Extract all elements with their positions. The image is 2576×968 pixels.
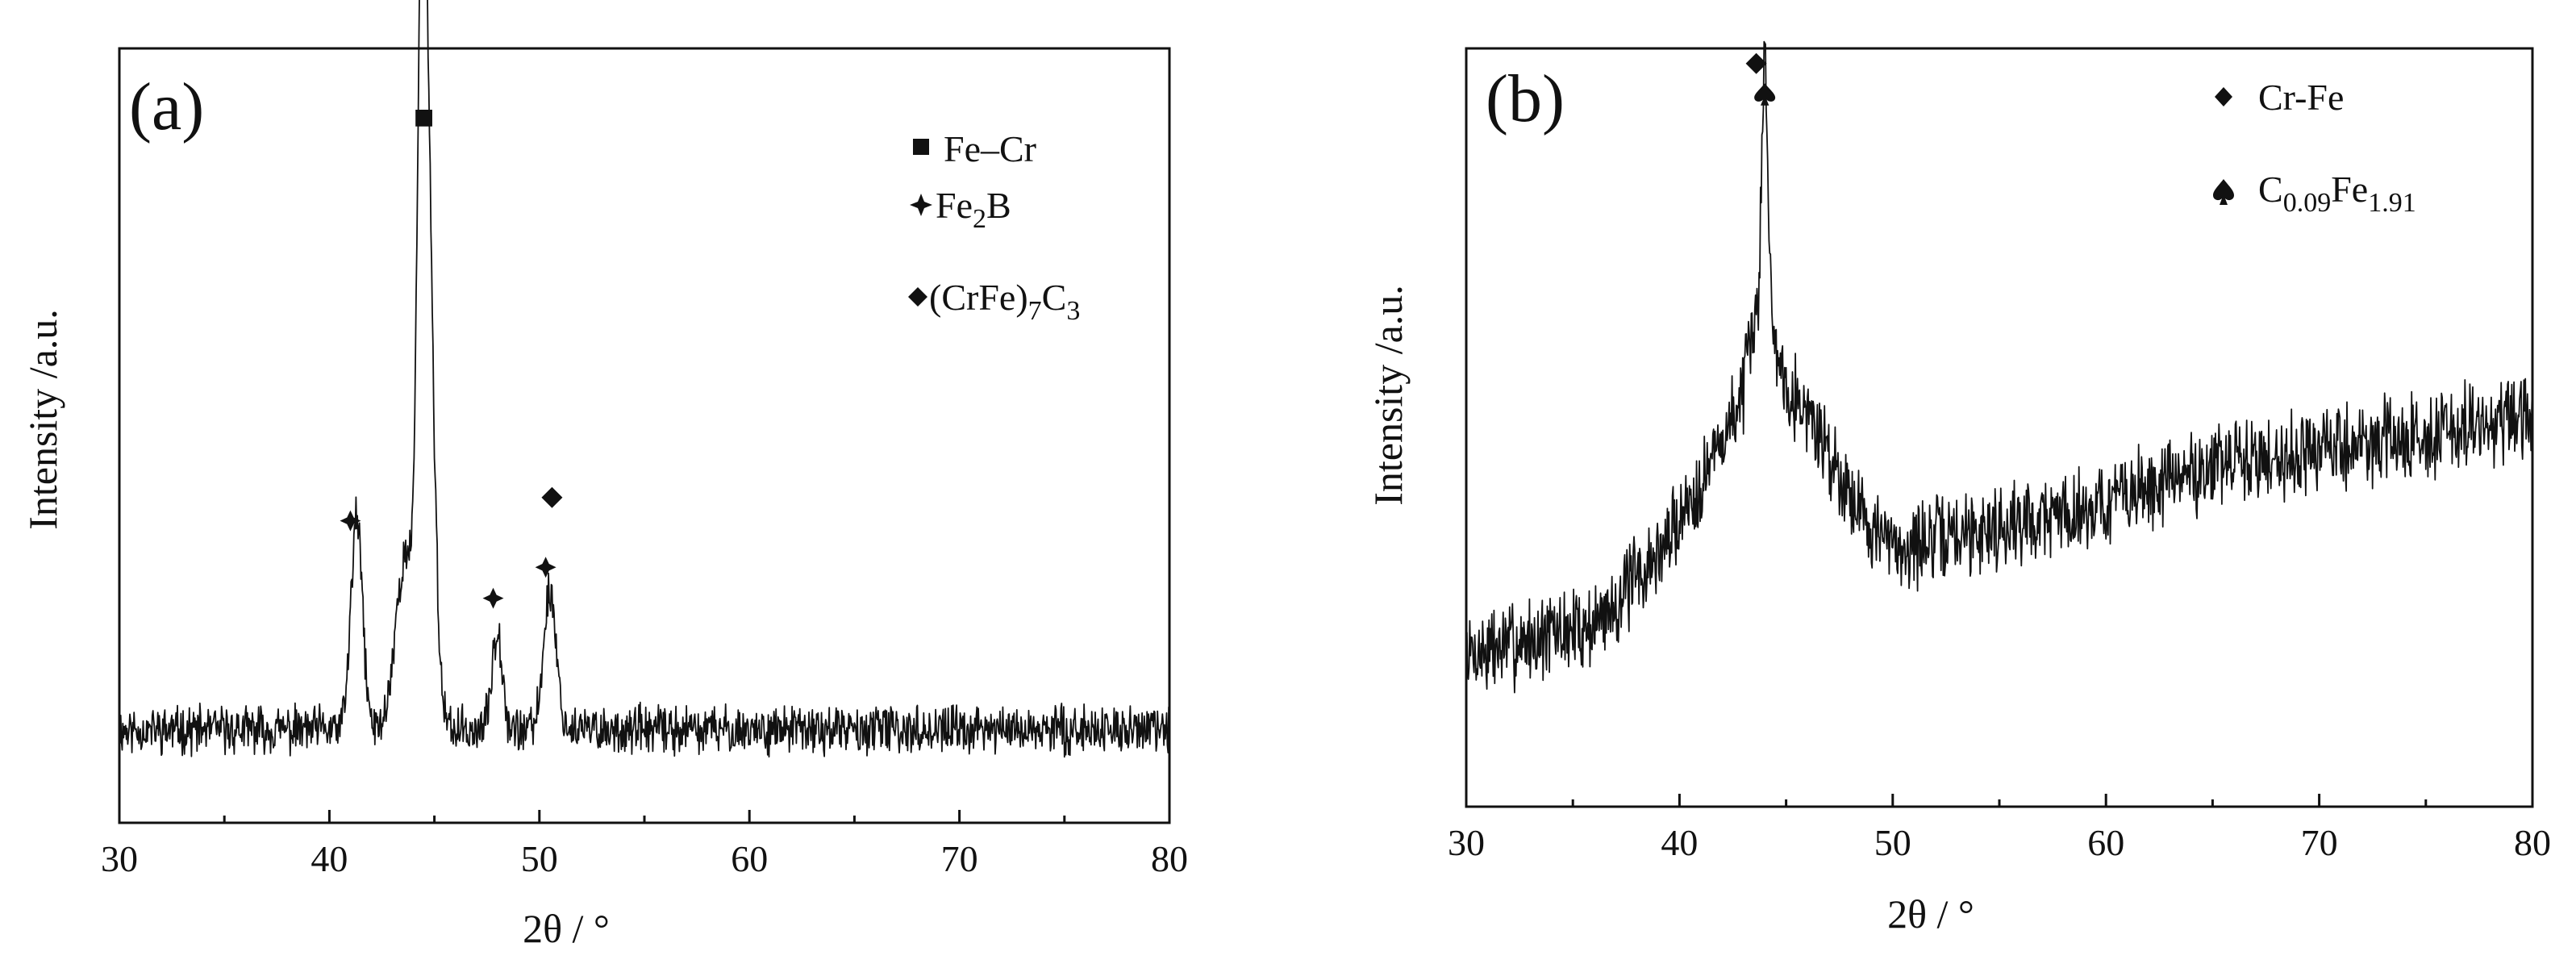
square-marker-icon (913, 139, 929, 155)
peak-markers-a (340, 110, 563, 609)
x-tick-label: 40 (311, 838, 348, 879)
panel-a: 30 40 50 60 70 80 (a) 2θ / ° Intensity /a.u. … (20, 0, 1188, 951)
x-tick-label: 30 (101, 838, 138, 879)
spade-peak-marker (1754, 83, 1776, 106)
legend-label-fe-cr: Fe–Cr (944, 128, 1036, 169)
panel-label-a: (a) (129, 69, 204, 144)
xrd-pattern-line (1465, 40, 2533, 694)
legend-label-cr-fe: Cr-Fe (2258, 77, 2344, 118)
x-tick-label: 30 (1448, 822, 1485, 863)
x-tick-label: 80 (2514, 822, 2551, 863)
star-marker-icon (910, 194, 932, 216)
x-tick-label: 50 (1874, 822, 1911, 863)
panel-b: 30 40 50 60 70 80 (b) 2θ / ° Intensity /a.u. … (1365, 40, 2551, 937)
spade-marker-icon (2213, 179, 2234, 205)
xrd-pattern-line (119, 0, 1170, 758)
diamond-peak-marker (541, 486, 563, 508)
x-tick-label: 50 (521, 838, 558, 879)
star-peak-marker (535, 557, 556, 578)
legend-label-fe2b: Fe2B (936, 185, 1011, 234)
diamond-marker-icon (908, 287, 927, 307)
legend-entry-c009fe191: C0.09Fe1.91 (2213, 169, 2416, 218)
diamond-marker-icon (2215, 87, 2232, 106)
legend-label-c009fe191: C0.09Fe1.91 (2258, 169, 2416, 218)
x-axis-title-b: 2θ / ° (1887, 891, 1974, 937)
x-tick-label: 60 (2087, 822, 2124, 863)
x-tick-label: 40 (1661, 822, 1698, 863)
xrd-trace-a (119, 0, 1170, 758)
x-tick-label: 70 (2301, 822, 2338, 863)
legend-entry-crfe7c3: (CrFe)7C3 (908, 277, 1080, 326)
square-peak-marker (415, 110, 432, 127)
star-peak-marker (340, 510, 361, 532)
legend-entry-fe2b: Fe2B (910, 185, 1011, 234)
x-tick-label: 80 (1151, 838, 1188, 879)
x-ticks-b: 30 40 50 60 70 80 (1448, 794, 2551, 863)
y-axis-title-b: Intensity /a.u. (1365, 285, 1411, 506)
diamond-peak-marker (1745, 52, 1767, 74)
legend-entry-fe-cr: Fe–Cr (913, 128, 1036, 169)
x-tick-label: 70 (941, 838, 978, 879)
panel-label-b: (b) (1486, 61, 1565, 136)
x-axis-title-a: 2θ / ° (523, 906, 610, 951)
legend-label-crfe7c3: (CrFe)7C3 (929, 277, 1080, 326)
peak-markers-b (1745, 52, 1776, 106)
y-axis-title-a: Intensity /a.u. (20, 309, 65, 530)
star-peak-marker (482, 587, 504, 609)
x-ticks-a: 30 40 50 60 70 80 (101, 810, 1188, 879)
legend-b: Cr-Fe C0.09Fe1.91 (2213, 77, 2416, 218)
legend-entry-cr-fe: Cr-Fe (2215, 77, 2344, 118)
x-tick-label: 60 (731, 838, 768, 879)
legend-a: Fe–Cr Fe2B (CrFe)7C3 (908, 128, 1080, 326)
xrd-trace-b (1465, 40, 2533, 694)
